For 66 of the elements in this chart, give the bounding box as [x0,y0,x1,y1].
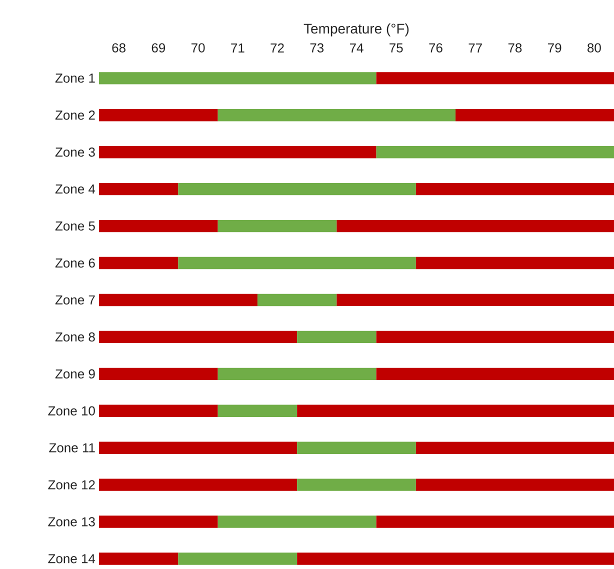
bar [99,442,298,454]
bar [218,220,337,232]
bar [376,516,614,528]
bar [376,368,614,380]
bar [218,516,376,528]
bar [99,182,178,196]
bar [99,256,178,270]
bar [178,256,416,270]
bar [336,220,614,232]
bar [99,404,218,417]
x-tick-label: 76 [429,43,442,52]
bar [99,294,258,306]
bar [218,109,456,122]
x-tick-label: 71 [231,44,244,52]
bar [376,330,614,344]
y-tick-label: Zone 11 [49,443,95,452]
y-tick-label: Zone 8 [55,332,95,342]
bar [456,109,614,122]
bar [99,516,218,528]
x-tick-label: 77 [468,44,482,52]
bar [297,330,376,344]
bar [416,256,614,270]
x-tick-label: 79 [548,43,562,52]
y-tick-label: Zone 13 [48,517,95,526]
y-tick-label: Zone 9 [55,369,95,379]
bar [218,404,298,417]
bar [297,478,416,491]
x-tick-label: 73 [310,43,324,52]
y-tick-label: Zone 3 [55,148,95,157]
y-tick-label: Zone 7 [55,295,95,305]
bar [99,478,298,491]
bar [297,552,614,565]
bar [218,368,376,380]
y-tick-label: Zone 5 [55,222,95,231]
x-tick-label: 68 [112,43,126,52]
x-tick-label: 72 [270,43,284,52]
bar [336,294,614,306]
x-tick-label: 69 [152,43,166,52]
bar [257,294,337,306]
y-tick-label: Zone 4 [55,184,96,194]
y-tick-label: Zone 12 [48,480,95,490]
bar [99,220,218,232]
bar [416,478,614,491]
bar [99,368,218,380]
y-tick-label: Zone 10 [48,406,95,416]
bar [178,182,416,196]
bar [99,552,178,565]
bar [99,109,218,122]
y-tick-label: Zone 6 [55,258,95,268]
x-tick-label: 74 [350,44,364,52]
x-tick-label: 70 [191,43,205,52]
x-tick-label: 78 [508,43,522,52]
y-tick-label: Zone 1 [55,74,95,83]
bar [99,330,298,344]
bar [416,182,614,196]
y-tick-label: Zone 14 [48,554,96,564]
bar [297,404,614,417]
x-axis-title: Temperature (°F) [304,23,409,36]
bar [297,442,416,454]
x-tick-label: 75 [390,43,403,52]
bar [178,552,298,565]
bar [376,146,614,158]
y-tick-label: Zone 2 [55,110,95,120]
bar [416,442,614,454]
x-tick-label: 80 [588,43,601,52]
bar [99,146,376,158]
